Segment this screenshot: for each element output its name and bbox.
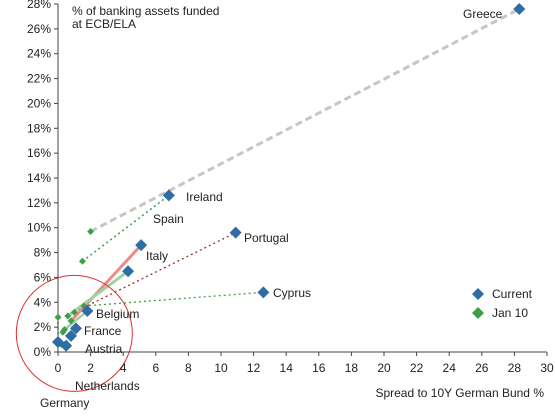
x-tick-label: 12 [247,361,261,375]
x-tick-label: 24 [443,361,457,375]
point-current-greece [513,2,526,15]
point-label-cyprus: Cyprus [273,286,311,300]
y-tick-label: 12% [27,196,51,210]
legend: Current Jan 10 [472,287,533,320]
point-label-ireland: Ireland [186,190,223,204]
x-tick-label: 28 [508,361,522,375]
point-current-cyprus [257,286,270,299]
point-label-spain: Spain [153,212,184,226]
axes: 0%2%4%6%8%10%12%14%16%18%20%22%24%26%28%… [27,0,554,375]
y-tick-label: 0% [34,345,52,359]
y-tick-label: 24% [27,47,51,61]
legend-jan10-label: Jan 10 [492,306,528,320]
y-tick-label: 2% [34,320,52,334]
x-tick-label: 6 [152,361,159,375]
connector-greece [89,7,520,233]
point-label-france: France [84,324,122,338]
x-tick-label: 26 [475,361,489,375]
y-tick-label: 28% [27,0,51,11]
point-jan10-germany [54,313,62,321]
y-tick-label: 16% [27,146,51,160]
x-tick-label: 10 [214,361,228,375]
legend-jan10-marker [472,307,484,319]
y-tick-label: 4% [34,295,52,309]
point-current-spain [122,265,135,278]
point-label-austria: Austria [85,342,123,356]
x-tick-label: 30 [540,361,554,375]
x-tick-label: 16 [312,361,326,375]
y-tick-label: 18% [27,121,51,135]
point-label-belgium: Belgium [96,307,139,321]
chart-title: % of banking assets funded at ECB/ELA [72,4,219,31]
legend-current-marker [472,288,484,300]
point-jan10-portugal [70,308,78,316]
chart-title-line-2: at ECB/ELA [72,17,136,31]
point-label-italy: Italy [146,249,168,263]
connector-italy [69,244,143,322]
connector-belgium [63,310,89,331]
y-tick-label: 8% [34,246,52,260]
annotation-circle [15,274,133,392]
connector-lines [15,7,520,392]
point-label-netherlands: Netherlands [75,379,140,393]
y-tick-label: 26% [27,22,51,36]
point-jan10-spain [64,312,72,320]
y-tick-label: 10% [27,221,51,235]
point-label-greece: Greece [463,7,503,21]
y-tick-label: 14% [27,171,51,185]
point-current-belgium [81,304,94,317]
x-tick-label: 18 [345,361,359,375]
point-labels: Greece Ireland Portugal Italy Spain Cyprus Bel… [40,7,503,410]
x-tick-label: 0 [55,361,62,375]
y-tick-label: 6% [34,270,52,284]
x-tick-label: 8 [185,361,192,375]
point-current-portugal [229,226,242,239]
point-current-france [69,322,82,335]
x-tick-label: 22 [410,361,424,375]
x-axis-label: Spread to 10Y German Bund % [375,386,544,400]
point-current-ireland [162,189,175,202]
chart-title-line-1: % of banking assets funded [72,4,219,18]
x-tick-label: 2 [87,361,94,375]
x-tick-label: 14 [280,361,294,375]
point-current-austria [65,329,78,342]
point-jan10-italy [67,317,75,325]
y-tick-label: 22% [27,72,51,86]
point-jan10-ireland [78,257,86,265]
x-tick-label: 4 [120,361,127,375]
legend-current-label: Current [492,287,533,301]
x-tick-label: 20 [377,361,391,375]
point-jan10-france [59,328,67,336]
point-label-germany: Germany [40,396,89,410]
point-label-portugal: Portugal [244,231,289,245]
data-points [52,2,526,352]
point-jan10-greece [87,227,95,235]
connector-ireland [81,194,170,262]
point-current-germany [52,336,64,349]
connector-spain [66,270,129,318]
y-tick-label: 20% [27,96,51,110]
point-current-italy [135,239,148,252]
